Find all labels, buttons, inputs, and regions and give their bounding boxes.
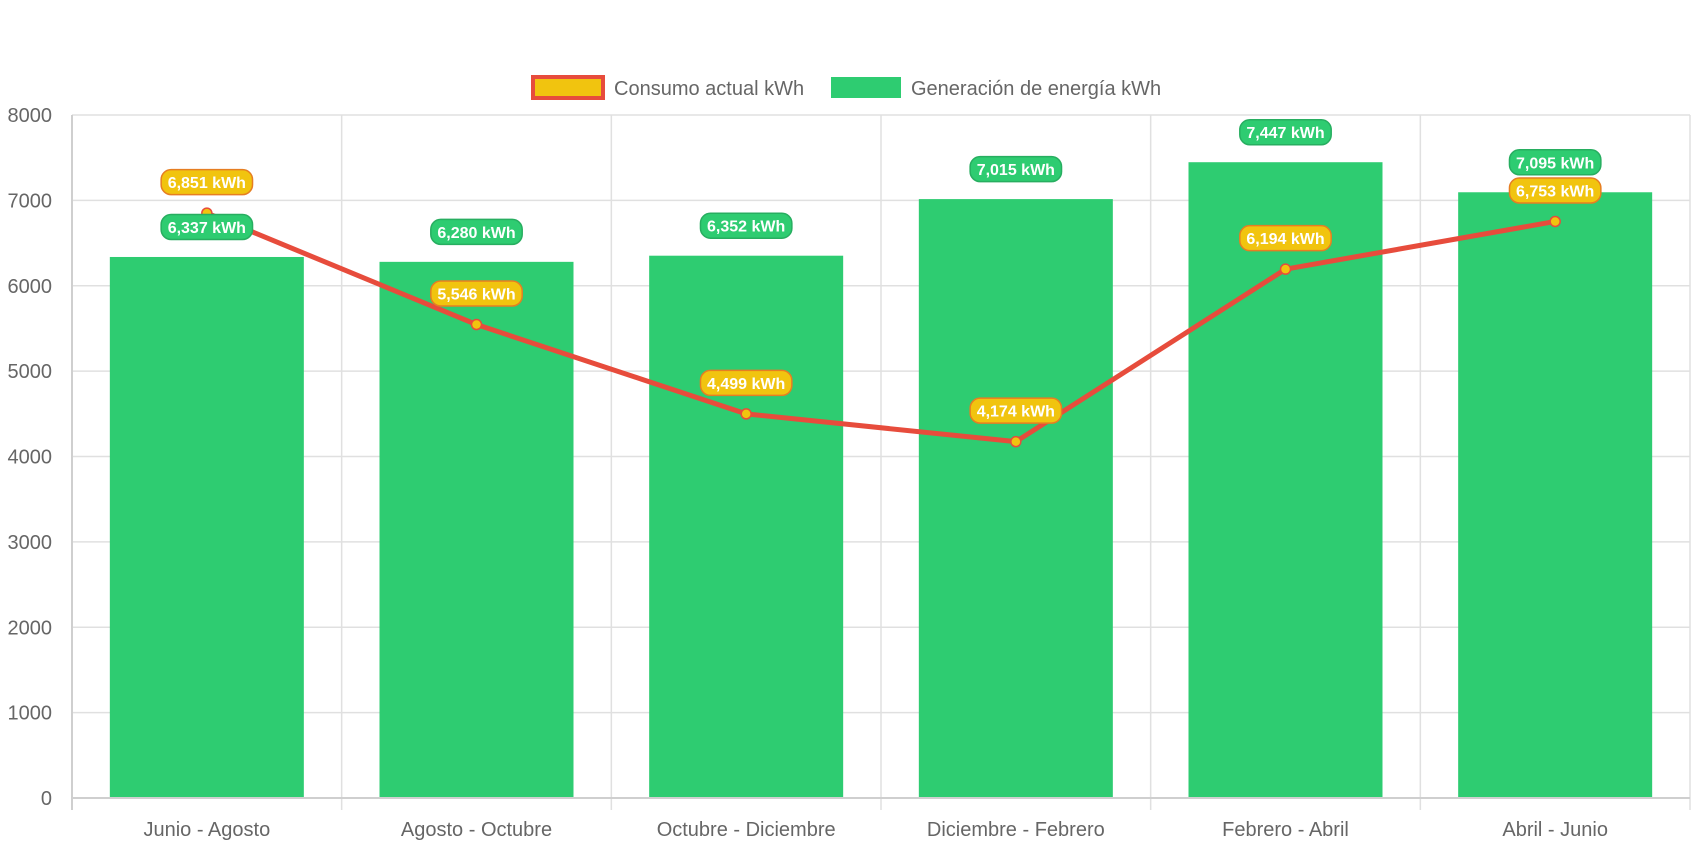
x-tick-label: Febrero - Abril: [1222, 819, 1349, 841]
bar[interactable]: [379, 261, 574, 799]
bar-value-label: 7,095 kWh: [1508, 149, 1602, 176]
bar-value-label: 6,280 kWh: [430, 218, 523, 246]
bar[interactable]: [1458, 192, 1653, 798]
bar[interactable]: [109, 256, 304, 798]
line-value-label: 5,546 kWh: [430, 280, 523, 307]
bar-value-label-text: 6,337 kWh: [168, 220, 246, 237]
bars-series: [109, 162, 1653, 799]
bar-value-label: 7,447 kWh: [1239, 118, 1332, 146]
y-tick-label: 4000: [8, 447, 53, 469]
bar-value-label-text: 7,447 kWh: [1246, 125, 1324, 142]
x-tick-label: Diciembre - Febrero: [927, 819, 1105, 841]
line-point[interactable]: [740, 408, 752, 420]
line-value-label-text: 5,546 kWh: [437, 287, 515, 304]
line-value-label-text: 6,194 kWh: [1246, 231, 1324, 248]
y-tick-label: 3000: [8, 532, 53, 554]
line-point[interactable]: [1549, 215, 1561, 228]
line-value-label-bg: [1239, 224, 1332, 252]
y-tick-label: 1000: [8, 703, 53, 725]
legend-label-consumo: Consumo actual kWh: [614, 78, 804, 100]
line-value-label: 6,753 kWh: [1508, 177, 1602, 204]
bar-value-label-text: 7,095 kWh: [1516, 155, 1594, 172]
line-value-label-bg: [430, 280, 523, 307]
line-value-label: 6,851 kWh: [160, 168, 254, 196]
bar-value-label-bg: [1508, 149, 1602, 176]
line-value-label-text: 4,499 kWh: [707, 376, 785, 393]
bar[interactable]: [649, 255, 844, 798]
line-value-label-bg: [969, 397, 1063, 424]
bar-value-label-bg: [1239, 118, 1332, 146]
line-value-label-bg: [699, 369, 793, 397]
y-tick-label: 8000: [8, 105, 53, 127]
bar-value-label-bg: [969, 155, 1063, 183]
legend-swatch-generacion: [831, 77, 901, 98]
bar-value-label: 7,015 kWh: [969, 155, 1063, 183]
legend-label-generacion: Generación de energía kWh: [911, 78, 1161, 100]
y-tick-label: 7000: [8, 190, 53, 212]
bar-value-label-text: 6,352 kWh: [707, 219, 785, 236]
line-value-label-text: 6,851 kWh: [168, 175, 246, 192]
bar-value-label-text: 6,280 kWh: [437, 225, 515, 242]
legend[interactable]: Consumo actual kWh Generación de energía…: [531, 75, 1161, 100]
line-value-label: 6,194 kWh: [1239, 224, 1332, 252]
line-point[interactable]: [470, 318, 483, 331]
y-tick-label: 5000: [8, 361, 53, 383]
y-axis: 0 1000 2000 3000 4000 5000 6000 7000 8000: [8, 105, 73, 810]
data-labels: 6,337 kWh 6,280 kWh 6,352 kWh 7,015 kWh 7,44…: [160, 118, 1602, 424]
y-tick-label: 0: [41, 788, 52, 810]
legend-swatch-consumo: [531, 75, 605, 100]
x-tick-label: Abril - Junio: [1502, 819, 1608, 841]
line-value-label-text: 6,753 kWh: [1516, 183, 1594, 200]
legend-item-generacion[interactable]: Generación de energía kWh: [831, 77, 1161, 100]
x-tick-label: Agosto - Octubre: [401, 819, 552, 841]
line-value-label-bg: [160, 168, 254, 196]
grid-lines: [71, 114, 1691, 810]
line-value-label: 4,174 kWh: [969, 397, 1063, 424]
consumo-line: [205, 210, 1556, 445]
line-value-label: 4,499 kWh: [699, 369, 793, 397]
bar-value-label-text: 7,015 kWh: [977, 162, 1055, 179]
y-tick-label: 2000: [8, 617, 53, 639]
y-tick-label: 6000: [8, 276, 53, 298]
bar-value-label: 6,352 kWh: [699, 212, 793, 239]
line-point[interactable]: [1279, 263, 1292, 275]
line-value-label-bg: [1508, 177, 1602, 204]
x-tick-label: Junio - Agosto: [143, 819, 270, 841]
x-tick-label: Octubre - Diciembre: [657, 819, 836, 841]
bar-value-label-bg: [699, 212, 793, 239]
line-value-label-text: 4,174 kWh: [977, 404, 1055, 421]
bar-value-label-bg: [160, 213, 254, 241]
x-axis: Junio - Agosto Agosto - Octubre Octubre - …: [72, 797, 1690, 841]
line-point[interactable]: [1010, 435, 1022, 448]
bar-value-label-bg: [430, 218, 523, 246]
legend-item-consumo[interactable]: Consumo actual kWh: [531, 75, 804, 100]
bar[interactable]: [918, 199, 1113, 799]
bar-value-label: 6,337 kWh: [160, 213, 254, 241]
